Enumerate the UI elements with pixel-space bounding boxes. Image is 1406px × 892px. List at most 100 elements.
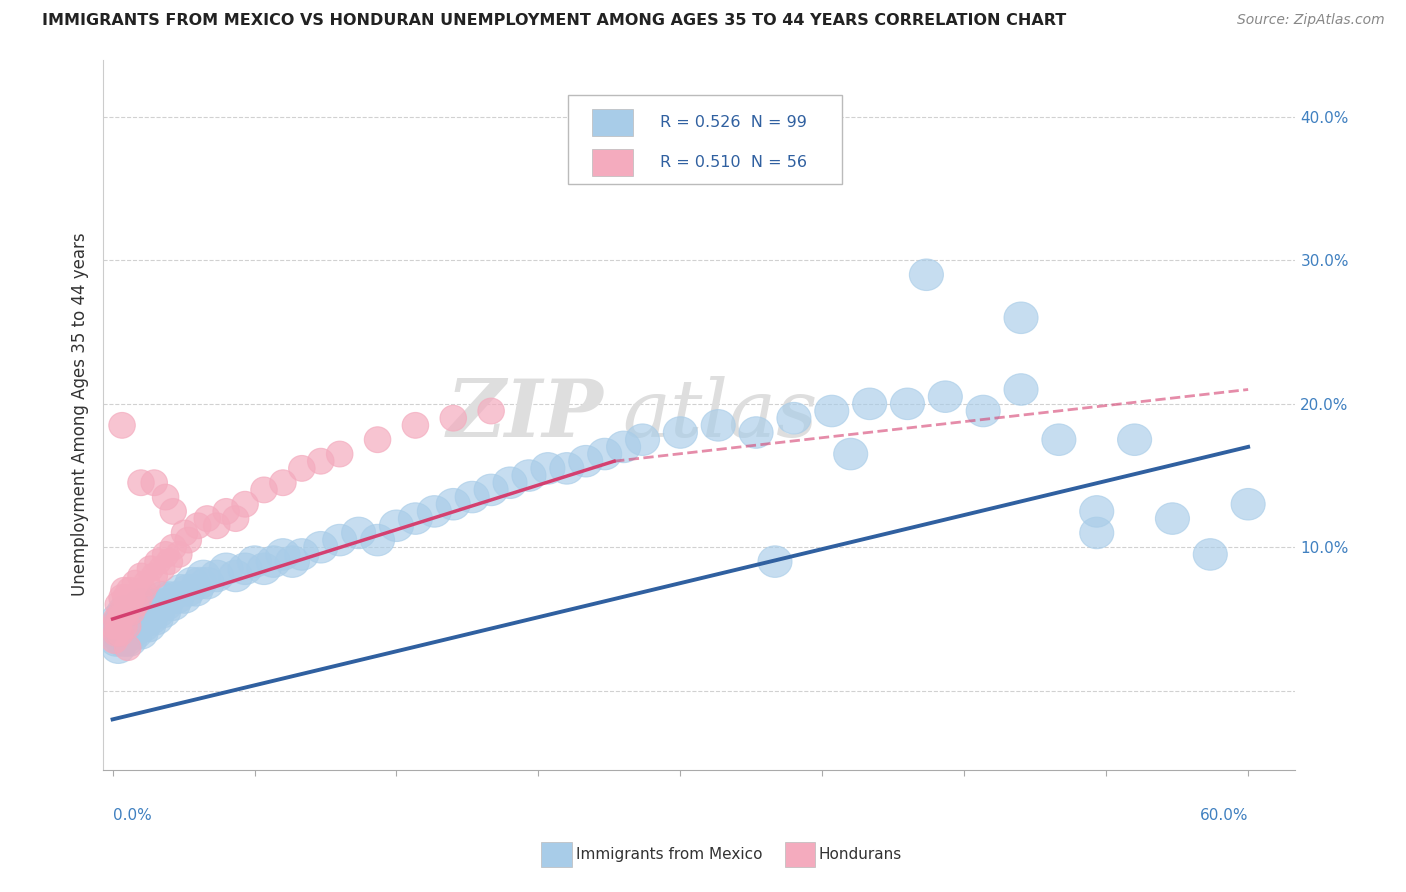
Text: Source: ZipAtlas.com: Source: ZipAtlas.com <box>1237 13 1385 28</box>
Ellipse shape <box>101 613 128 639</box>
Ellipse shape <box>606 431 641 463</box>
Ellipse shape <box>135 596 169 628</box>
Ellipse shape <box>966 395 1000 426</box>
Ellipse shape <box>112 624 146 657</box>
Ellipse shape <box>1080 496 1114 527</box>
Ellipse shape <box>141 596 176 628</box>
Y-axis label: Unemployment Among Ages 35 to 44 years: Unemployment Among Ages 35 to 44 years <box>72 233 89 597</box>
Ellipse shape <box>152 582 187 613</box>
Ellipse shape <box>132 610 166 642</box>
Text: 0.0%: 0.0% <box>112 808 152 823</box>
Ellipse shape <box>200 560 233 591</box>
Ellipse shape <box>141 470 167 496</box>
Ellipse shape <box>664 417 697 449</box>
Ellipse shape <box>149 556 176 582</box>
Ellipse shape <box>101 628 128 654</box>
Ellipse shape <box>814 395 849 426</box>
Ellipse shape <box>101 603 135 635</box>
Ellipse shape <box>105 591 132 617</box>
Ellipse shape <box>852 388 887 419</box>
Ellipse shape <box>107 596 141 628</box>
Ellipse shape <box>172 574 205 606</box>
Ellipse shape <box>122 591 149 617</box>
FancyBboxPatch shape <box>592 149 633 176</box>
Ellipse shape <box>118 599 145 624</box>
Ellipse shape <box>108 603 143 635</box>
Ellipse shape <box>890 388 925 419</box>
Ellipse shape <box>342 517 375 549</box>
Ellipse shape <box>108 599 135 624</box>
Ellipse shape <box>105 613 132 639</box>
Ellipse shape <box>114 635 141 661</box>
Ellipse shape <box>108 624 143 657</box>
Ellipse shape <box>778 402 811 434</box>
Ellipse shape <box>117 610 150 642</box>
Ellipse shape <box>114 617 149 649</box>
Ellipse shape <box>114 591 141 617</box>
Ellipse shape <box>550 452 583 484</box>
Ellipse shape <box>326 442 353 467</box>
Ellipse shape <box>1080 517 1114 549</box>
Ellipse shape <box>402 412 429 438</box>
FancyBboxPatch shape <box>592 110 633 136</box>
Ellipse shape <box>176 567 209 599</box>
Ellipse shape <box>129 603 163 635</box>
Ellipse shape <box>276 546 309 577</box>
Ellipse shape <box>107 606 134 632</box>
Ellipse shape <box>112 584 139 610</box>
Ellipse shape <box>183 567 217 599</box>
Ellipse shape <box>138 556 163 582</box>
FancyBboxPatch shape <box>568 95 842 184</box>
Ellipse shape <box>910 259 943 291</box>
Ellipse shape <box>108 584 135 610</box>
Ellipse shape <box>398 503 433 534</box>
Ellipse shape <box>127 584 152 610</box>
Ellipse shape <box>176 527 201 553</box>
Ellipse shape <box>360 524 395 556</box>
Ellipse shape <box>308 449 335 475</box>
Ellipse shape <box>152 484 179 510</box>
Ellipse shape <box>238 546 271 577</box>
Ellipse shape <box>209 553 243 584</box>
Ellipse shape <box>702 409 735 442</box>
Ellipse shape <box>111 610 145 642</box>
Ellipse shape <box>418 496 451 527</box>
Ellipse shape <box>122 603 156 635</box>
Ellipse shape <box>103 617 138 649</box>
Ellipse shape <box>145 549 172 574</box>
Ellipse shape <box>163 574 198 606</box>
Ellipse shape <box>156 589 190 621</box>
Ellipse shape <box>143 589 177 621</box>
Ellipse shape <box>152 541 179 567</box>
Ellipse shape <box>184 513 211 539</box>
Ellipse shape <box>266 539 299 570</box>
Ellipse shape <box>758 546 792 577</box>
Ellipse shape <box>588 438 621 470</box>
Ellipse shape <box>167 582 201 613</box>
Ellipse shape <box>149 589 183 621</box>
Ellipse shape <box>172 520 198 546</box>
Ellipse shape <box>160 499 187 524</box>
Ellipse shape <box>124 617 157 649</box>
Ellipse shape <box>288 456 315 482</box>
Ellipse shape <box>494 467 527 499</box>
Ellipse shape <box>1004 302 1038 334</box>
Ellipse shape <box>512 459 546 491</box>
Ellipse shape <box>120 610 155 642</box>
Ellipse shape <box>118 584 145 610</box>
Text: IMMIGRANTS FROM MEXICO VS HONDURAN UNEMPLOYMENT AMONG AGES 35 TO 44 YEARS CORREL: IMMIGRANTS FROM MEXICO VS HONDURAN UNEMP… <box>42 13 1066 29</box>
Ellipse shape <box>105 624 139 657</box>
Ellipse shape <box>146 596 181 628</box>
Ellipse shape <box>122 570 149 596</box>
Ellipse shape <box>179 574 212 606</box>
Text: R = 0.510  N = 56: R = 0.510 N = 56 <box>659 155 807 170</box>
Ellipse shape <box>117 577 143 603</box>
Ellipse shape <box>127 610 160 642</box>
Ellipse shape <box>124 589 157 621</box>
Text: 60.0%: 60.0% <box>1199 808 1249 823</box>
Ellipse shape <box>531 452 565 484</box>
Ellipse shape <box>256 546 291 577</box>
Ellipse shape <box>364 426 391 452</box>
Ellipse shape <box>118 617 152 649</box>
Text: ZIP: ZIP <box>447 376 605 453</box>
